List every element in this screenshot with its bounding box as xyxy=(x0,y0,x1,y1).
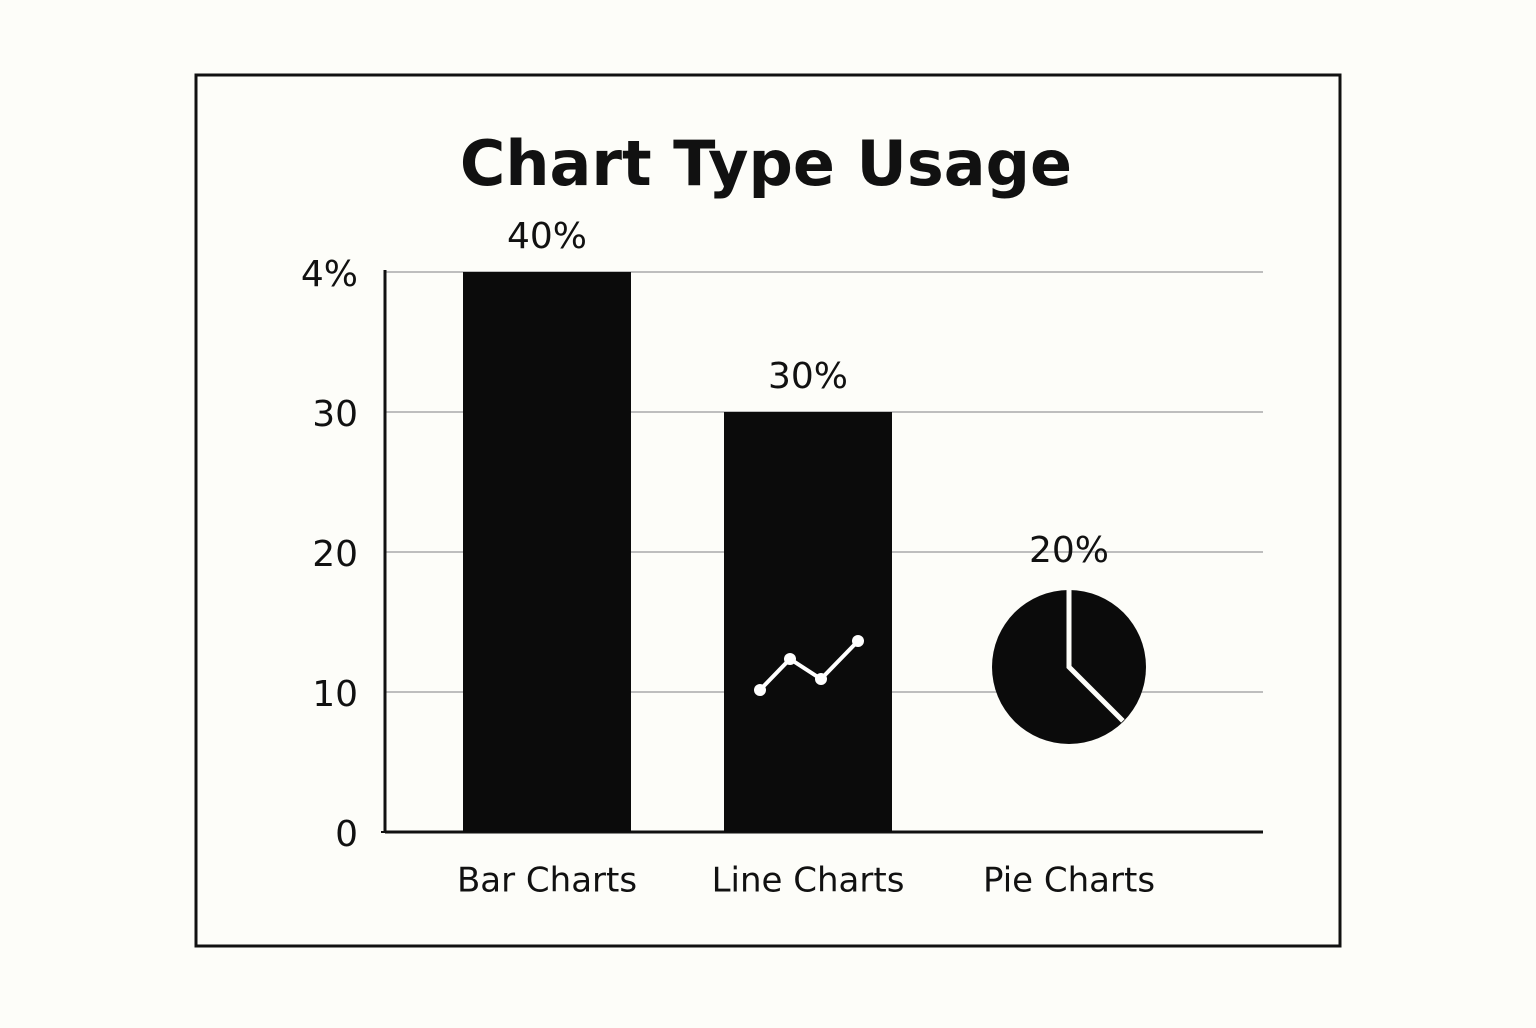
value-label: 40% xyxy=(507,216,587,257)
x-tick-label: Line Charts xyxy=(712,861,905,901)
y-tick-label: 20 xyxy=(312,534,358,575)
x-tick-label: Pie Charts xyxy=(983,861,1155,901)
line-icon-dot xyxy=(784,653,796,665)
x-tick-label: Bar Charts xyxy=(457,861,637,901)
line-icon-dot xyxy=(815,673,827,685)
line-icon xyxy=(758,639,860,692)
value-label: 30% xyxy=(768,356,848,397)
value-label: 20% xyxy=(1029,530,1109,571)
y-tick-label: 4% xyxy=(301,254,358,295)
bar xyxy=(724,412,892,832)
pie-slice-edge xyxy=(1066,590,1125,723)
y-tick-label: 10 xyxy=(312,674,358,715)
line-icon-dot xyxy=(754,684,766,696)
y-tick-label: 0 xyxy=(335,814,358,855)
y-tick-label: 30 xyxy=(312,394,358,435)
chart-title: Chart Type Usage xyxy=(460,127,1072,200)
bar xyxy=(463,272,631,832)
line-icon-dot xyxy=(852,635,864,647)
